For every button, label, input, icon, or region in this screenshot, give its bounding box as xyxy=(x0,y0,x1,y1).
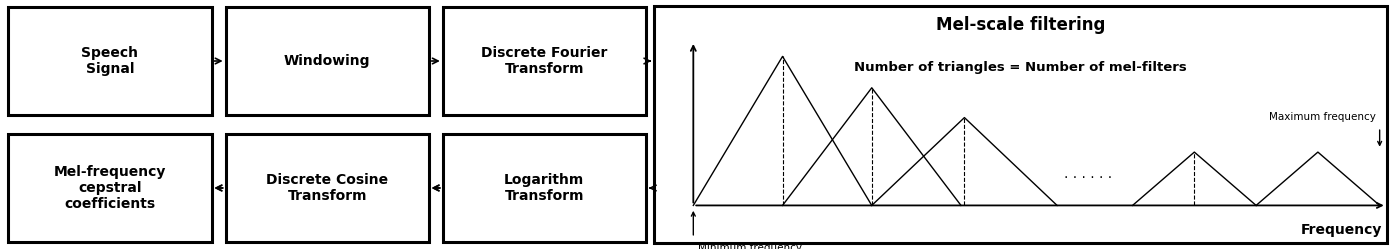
FancyBboxPatch shape xyxy=(654,6,1387,243)
FancyBboxPatch shape xyxy=(8,7,212,115)
FancyBboxPatch shape xyxy=(442,7,646,115)
Text: Frequency: Frequency xyxy=(1302,223,1382,237)
FancyBboxPatch shape xyxy=(226,134,428,242)
FancyBboxPatch shape xyxy=(8,134,212,242)
Text: Mel-scale filtering: Mel-scale filtering xyxy=(936,16,1105,34)
Text: . . . . . .: . . . . . . xyxy=(1064,167,1112,181)
Text: Number of triangles = Number of mel-filters: Number of triangles = Number of mel-filt… xyxy=(854,61,1187,74)
Text: Logarithm
Transform: Logarithm Transform xyxy=(504,173,585,203)
FancyBboxPatch shape xyxy=(442,134,646,242)
Text: Discrete Fourier
Transform: Discrete Fourier Transform xyxy=(481,46,607,76)
Text: Windowing: Windowing xyxy=(283,54,371,68)
FancyBboxPatch shape xyxy=(226,7,428,115)
Text: Maximum frequency: Maximum frequency xyxy=(1268,112,1375,122)
Text: Discrete Cosine
Transform: Discrete Cosine Transform xyxy=(266,173,388,203)
Text: Speech
Signal: Speech Signal xyxy=(81,46,138,76)
Text: Mel-frequency
cepstral
coefficients: Mel-frequency cepstral coefficients xyxy=(54,165,166,211)
Text: Minimum frequency: Minimum frequency xyxy=(698,243,802,249)
